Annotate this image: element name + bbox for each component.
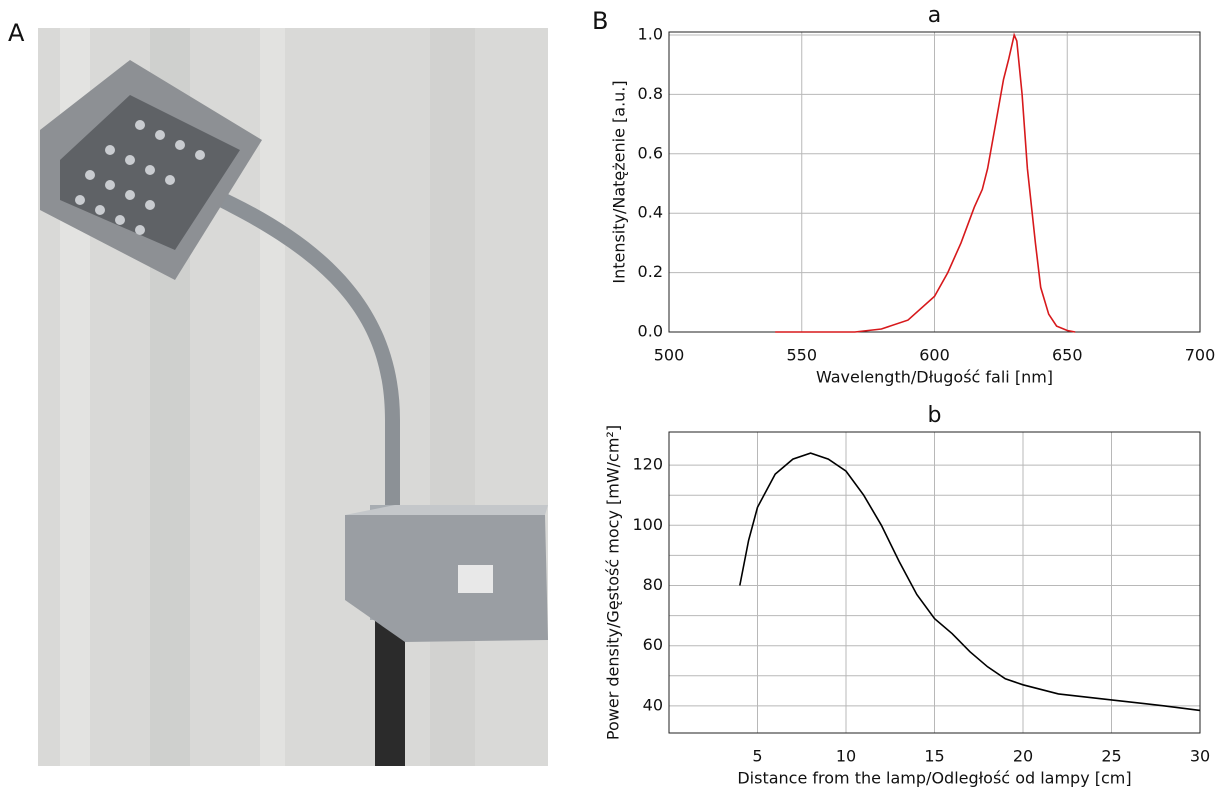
chart-title: a (928, 3, 941, 28)
y-tick-label: 0.4 (638, 203, 663, 222)
x-tick-label: 10 (836, 747, 856, 766)
y-axis-label: Intensity/Natężenie [a.u.] (610, 80, 629, 283)
plot-frame (668, 431, 1201, 734)
chart-title: b (928, 403, 942, 428)
y-tick-label: 80 (643, 575, 663, 594)
y-tick-label: 40 (643, 695, 663, 714)
panel-label: B (592, 7, 608, 35)
x-tick-label: 650 (1052, 346, 1083, 365)
x-tick-label: 500 (654, 346, 685, 365)
x-tick-label: 25 (1101, 747, 1121, 766)
x-axis-label: Wavelength/Długość fali [nm] (816, 368, 1053, 387)
x-tick-label: 600 (919, 346, 950, 365)
y-tick-label: 0.6 (638, 143, 663, 162)
data-line (739, 452, 1201, 712)
x-tick-label: 30 (1190, 747, 1210, 766)
x-tick-label: 20 (1013, 747, 1033, 766)
y-tick-label: 0.2 (638, 262, 663, 281)
panel-label: A (8, 19, 25, 47)
photo (38, 28, 548, 766)
plot-frame (668, 31, 1201, 333)
data-line (775, 32, 1076, 333)
y-tick-label: 1.0 (638, 24, 663, 43)
x-tick-label: 550 (786, 346, 817, 365)
y-tick-label: 100 (632, 515, 663, 534)
x-tick-label: 700 (1185, 346, 1216, 365)
x-axis-label: Distance from the lamp/Odległość od lamp… (737, 769, 1131, 788)
y-tick-label: 0.0 (638, 322, 663, 341)
y-tick-label: 120 (632, 455, 663, 474)
x-tick-label: 5 (752, 747, 762, 766)
x-tick-label: 15 (924, 747, 944, 766)
y-tick-label: 60 (643, 635, 663, 654)
y-tick-label: 0.8 (638, 84, 663, 103)
y-axis-label: Power density/Gęstość mocy [mW/cm²] (604, 425, 623, 740)
